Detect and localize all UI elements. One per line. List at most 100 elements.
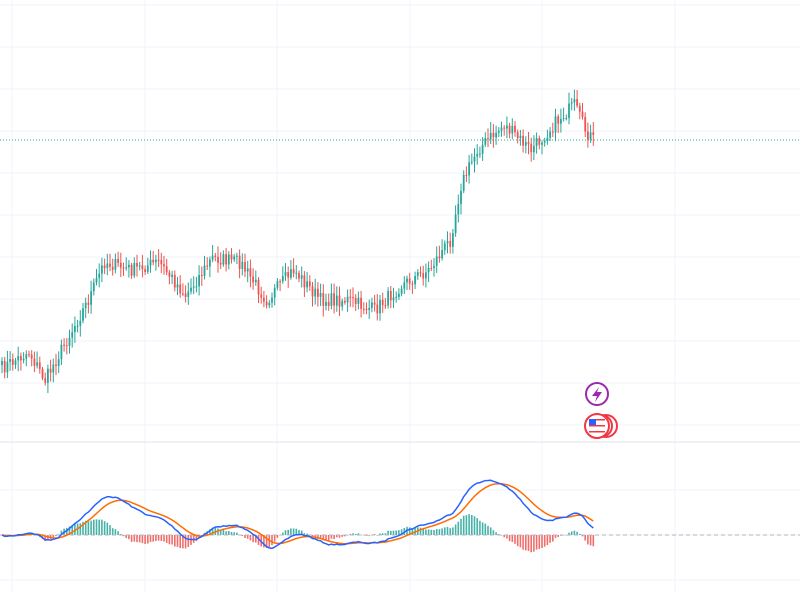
candle-body-151	[408, 278, 411, 284]
candle-body-93	[252, 276, 254, 283]
histogram-bar-49	[133, 535, 136, 542]
candle-body-68	[184, 293, 187, 297]
candle-body-62	[168, 272, 171, 277]
histogram-bar-33	[90, 520, 92, 535]
histogram-bar-55	[149, 535, 152, 543]
candle-body-137	[371, 302, 373, 308]
candle-110	[298, 270, 300, 283]
candle-7	[20, 352, 22, 371]
histogram-bar-152	[411, 528, 414, 535]
candle-85	[230, 248, 233, 264]
histogram-bar-219	[592, 535, 595, 547]
candle-body-73	[198, 275, 200, 287]
histogram-bar-188	[508, 535, 511, 542]
histogram-bar-104	[282, 532, 284, 535]
histogram-bar-211	[570, 531, 573, 535]
lightning-event-marker[interactable]	[585, 382, 609, 406]
candle-178	[481, 137, 484, 161]
histogram-bar-151	[408, 527, 411, 535]
candle-body-133	[360, 297, 362, 309]
histogram-bar-37	[101, 519, 103, 535]
histogram-bar-78	[211, 527, 214, 535]
candle-body-136	[368, 307, 371, 310]
candle-body-121	[327, 301, 330, 306]
histogram-bar-172	[465, 515, 468, 535]
histogram-bar-178	[481, 522, 484, 535]
candle-43	[117, 251, 119, 267]
histogram-bar-192	[519, 535, 522, 548]
candle-body-116	[314, 288, 317, 297]
us-flag-stripe-1	[589, 422, 605, 424]
histogram-bar-47	[128, 535, 130, 540]
candle-body-169	[457, 203, 460, 215]
candle-180	[487, 128, 489, 148]
candle-166	[449, 232, 452, 254]
histogram-bar-50	[136, 535, 138, 543]
candle-body-55	[149, 259, 152, 266]
histogram-bar-19	[52, 535, 55, 538]
candle-106	[287, 266, 290, 288]
candle-body-58	[157, 259, 160, 261]
candle-210	[568, 92, 570, 125]
candle-body-89	[241, 261, 244, 269]
histogram-bar-147	[398, 530, 400, 535]
candle-58	[157, 249, 160, 268]
candle-body-46	[125, 267, 128, 269]
candle-103	[279, 279, 281, 291]
candle-27	[74, 316, 76, 343]
candle-216	[584, 112, 587, 138]
candle-107	[290, 260, 292, 280]
candle-132	[357, 291, 360, 310]
candle-body-152	[411, 283, 414, 285]
candle-body-32	[87, 302, 90, 305]
candle-48	[130, 262, 133, 279]
candle-75	[203, 255, 206, 280]
histogram-bar-167	[452, 527, 454, 535]
candle-83	[225, 247, 227, 272]
candle-body-65	[176, 284, 179, 288]
candle-99	[268, 300, 271, 309]
histogram-bar-160	[433, 530, 435, 535]
us-flag-event-marker[interactable]	[584, 413, 618, 439]
candle-70	[190, 278, 192, 295]
candle-body-132	[357, 297, 360, 304]
candle-body-2	[6, 361, 9, 373]
candle-187	[506, 116, 508, 139]
histogram-bar-101	[273, 535, 276, 542]
candle-117	[317, 282, 319, 307]
candle-105	[284, 263, 287, 281]
histogram-bar-87	[236, 532, 238, 535]
candle-194	[524, 136, 527, 154]
histogram-bar-146	[395, 530, 397, 535]
candle-body-86	[233, 256, 236, 260]
candle-60	[163, 255, 165, 275]
candle-body-87	[236, 255, 238, 257]
candle-body-38	[103, 265, 106, 269]
histogram-bar-197	[533, 535, 535, 552]
candle-body-3	[9, 359, 11, 362]
histogram-bar-189	[511, 535, 514, 542]
candle-body-56	[152, 259, 155, 263]
histogram-bar-86	[233, 532, 235, 535]
candle-body-176	[476, 153, 479, 157]
candle-147	[398, 288, 400, 301]
histogram-bar-106	[287, 529, 289, 535]
candle-body-13	[36, 362, 38, 366]
histogram-bar-117	[317, 535, 319, 539]
candle-211	[570, 97, 573, 111]
histogram-bar-215	[581, 535, 584, 537]
candle-body-4	[11, 359, 14, 365]
histogram-bar-185	[500, 535, 503, 536]
histogram-bar-89	[241, 535, 244, 536]
candle-159	[430, 259, 433, 272]
candle-67	[182, 283, 184, 297]
histogram-bar-64	[174, 535, 176, 547]
candle-164	[443, 240, 446, 255]
candle-body-105	[284, 272, 287, 277]
us-flag-stripe-2	[589, 425, 605, 427]
candle-94	[254, 270, 257, 286]
histogram-bar-80	[217, 528, 219, 535]
histogram-bar-91	[246, 535, 249, 539]
